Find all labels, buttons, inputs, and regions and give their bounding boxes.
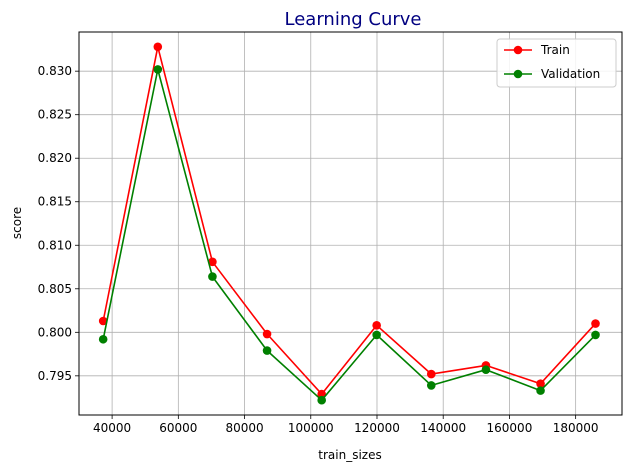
data-point-train [591, 319, 600, 328]
series-layer [98, 42, 600, 405]
data-point-train [536, 379, 545, 388]
series-line-validation [102, 68, 597, 402]
y-tick-label: 0.830 [38, 64, 72, 78]
legend-marker-train [513, 45, 523, 55]
x-tick-label: 160000 [487, 421, 533, 435]
x-tick-label: 180000 [553, 421, 599, 435]
y-tick-label: 0.815 [38, 195, 72, 209]
legend-box [496, 38, 617, 88]
grid [79, 32, 622, 415]
series-validation [98, 65, 600, 405]
y-tick-label: 0.825 [38, 108, 72, 122]
x-tick-label: 140000 [420, 421, 466, 435]
data-point-train [372, 321, 381, 330]
x-axis-ticks: 40000 60000 80000 100000 120000 140000 160000 1… [93, 415, 599, 435]
data-point-validation [98, 334, 108, 344]
data-point-train [153, 42, 163, 52]
data-point-validation [426, 381, 436, 390]
y-tick-label: 0.805 [38, 282, 72, 296]
x-tick-label: 100000 [288, 421, 334, 435]
data-point-validation [536, 386, 545, 395]
data-point-validation [372, 330, 381, 340]
x-tick-label: 40000 [93, 421, 131, 435]
data-point-validation [481, 365, 491, 375]
data-point-validation [262, 346, 272, 355]
x-axis-label: train_sizes [318, 448, 381, 462]
data-point-train [317, 389, 326, 399]
x-tick-label: 120000 [354, 421, 400, 435]
y-tick-label: 0.820 [38, 151, 72, 165]
data-point-validation [153, 65, 163, 74]
data-point-train [262, 329, 272, 339]
data-point-validation [591, 330, 600, 340]
x-tick-label: 60000 [159, 421, 197, 435]
x-tick-label: 80000 [225, 421, 263, 435]
y-axis-ticks: 0.795 0.800 0.805 0.810 0.815 0.820 0.825 0.830 [38, 64, 79, 383]
data-point-train [98, 316, 108, 326]
plot-area-frame [78, 31, 623, 416]
y-tick-label: 0.795 [38, 369, 72, 383]
legend-label-train: Train [540, 43, 570, 57]
series-train [98, 42, 600, 399]
data-point-validation [317, 395, 326, 405]
legend-label-validation: Validation [541, 67, 600, 81]
y-tick-label: 0.810 [38, 238, 72, 252]
legend-marker-validation [513, 69, 523, 79]
chart-title: Learning Curve [285, 9, 422, 30]
series-line-train [102, 45, 597, 395]
y-tick-label: 0.800 [38, 325, 72, 339]
y-axis-label: score [10, 207, 24, 239]
data-point-train [426, 369, 436, 379]
data-point-validation [208, 272, 217, 281]
data-point-train [208, 257, 217, 267]
legend: Train Validation [496, 38, 617, 88]
